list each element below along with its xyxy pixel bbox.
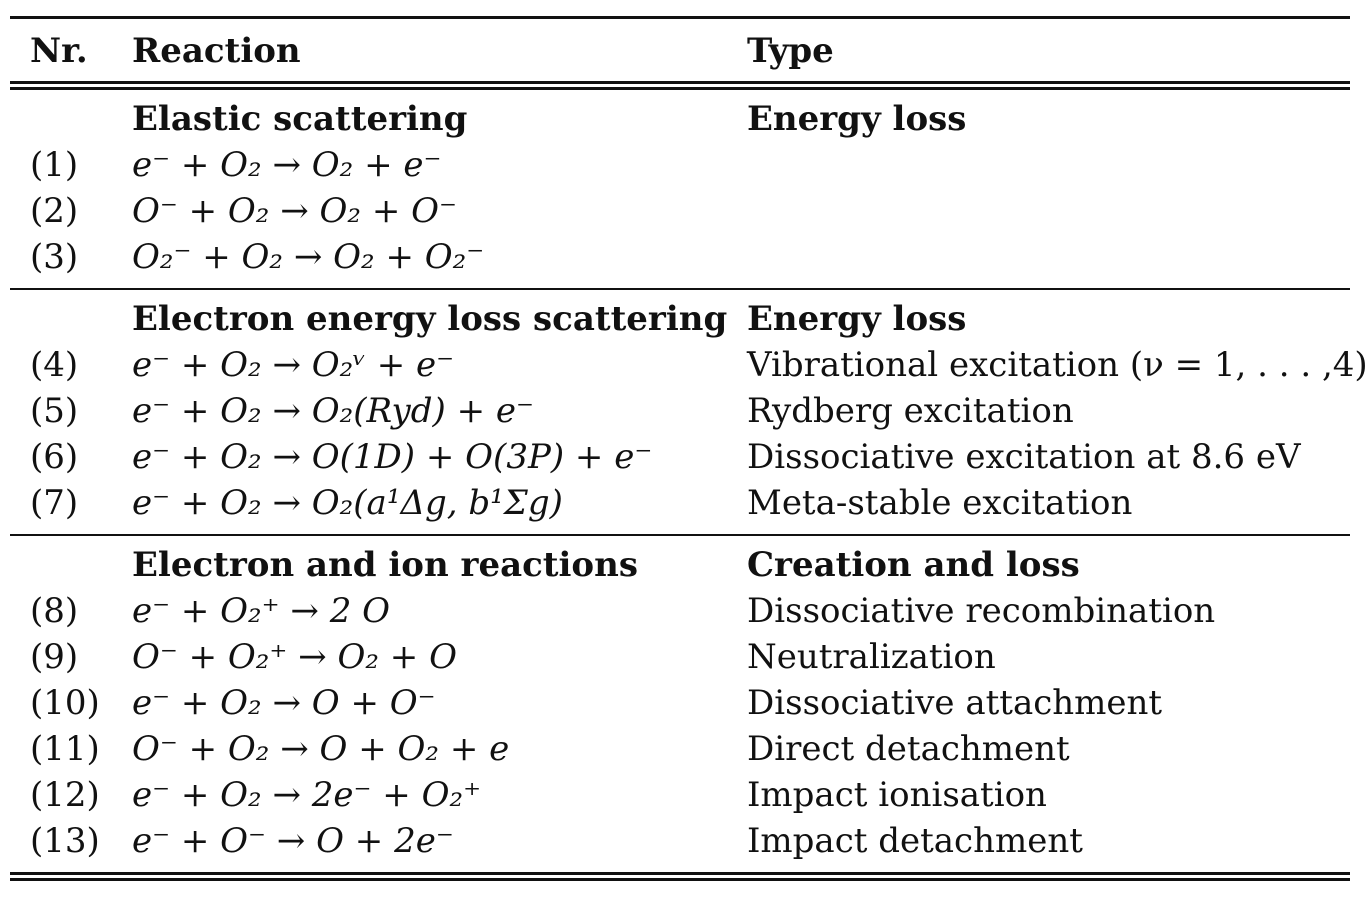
reaction-number: (2) (30, 191, 79, 231)
header-type: Type (747, 31, 834, 71)
table-row: (2) O⁻ + O₂ → O₂ + O⁻ (10, 188, 1350, 234)
reaction-type: Dissociative attachment (747, 683, 1163, 723)
table-row: (13) e⁻ + O⁻ → O + 2e⁻ Impact detachment (10, 818, 1350, 864)
reaction-equation: e⁻ + O₂ → O₂(Ryd) + e⁻ (132, 391, 534, 431)
section-title: Electron energy loss scattering (132, 299, 728, 339)
section-title: Elastic scattering (132, 99, 468, 139)
reaction-equation: e⁻ + O₂⁺ → 2 O (132, 591, 391, 631)
reaction-type: Impact ionisation (747, 775, 1047, 815)
reaction-equation: e⁻ + O₂ → O + O⁻ (132, 683, 436, 723)
reaction-type: Neutralization (747, 637, 996, 677)
table-row: (1) e⁻ + O₂ → O₂ + e⁻ (10, 142, 1350, 188)
reaction-number: (4) (30, 345, 79, 385)
reaction-number: (11) (30, 729, 100, 769)
table-row: (7) e⁻ + O₂ → O₂(a¹Δg, b¹Σg) Meta-stable… (10, 480, 1350, 526)
header-nr: Nr. (30, 31, 88, 71)
reaction-type: Direct detachment (747, 729, 1070, 769)
reaction-number: (9) (30, 637, 79, 677)
reaction-number: (13) (30, 821, 100, 861)
table-row: (3) O₂⁻ + O₂ → O₂ + O₂⁻ (10, 234, 1350, 280)
table-row: (6) e⁻ + O₂ → O(1D) + O(3P) + e⁻ Dissoci… (10, 434, 1350, 480)
reaction-equation: e⁻ + O₂ → O(1D) + O(3P) + e⁻ (132, 437, 653, 477)
header-row: Nr. Reaction Type (10, 19, 1350, 81)
reaction-equation: e⁻ + O₂ → O₂(a¹Δg, b¹Σg) (132, 483, 563, 523)
table-row: (5) e⁻ + O₂ → O₂(Ryd) + e⁻ Rydberg excit… (10, 388, 1350, 434)
reaction-equation: O⁻ + O₂ → O + O₂ + e (132, 729, 510, 769)
reaction-equation: e⁻ + O₂ → O₂ + e⁻ (132, 145, 442, 185)
section-type-title: Energy loss (747, 299, 967, 339)
section-title-row: Elastic scattering Energy loss (10, 96, 1350, 142)
reaction-number: (5) (30, 391, 79, 431)
table-row: (9) O⁻ + O₂⁺ → O₂ + O Neutralization (10, 634, 1350, 680)
reaction-equation: e⁻ + O₂ → 2e⁻ + O₂⁺ (132, 775, 482, 815)
reaction-number: (7) (30, 483, 79, 523)
table-row: (8) e⁻ + O₂⁺ → 2 O Dissociative recombin… (10, 588, 1350, 634)
table-row: (11) O⁻ + O₂ → O + O₂ + e Direct detachm… (10, 726, 1350, 772)
reaction-type: Vibrational excitation (ν = 1, . . . ,4) (747, 345, 1367, 385)
section-rule (10, 534, 1350, 536)
reaction-type: Meta-stable excitation (747, 483, 1133, 523)
top-rule (10, 16, 1350, 19)
table-row: (10) e⁻ + O₂ → O + O⁻ Dissociative attac… (10, 680, 1350, 726)
reaction-number: (8) (30, 591, 79, 631)
bottom-double-rule (10, 872, 1350, 881)
reaction-number: (1) (30, 145, 79, 185)
reaction-equation: O⁻ + O₂ → O₂ + O⁻ (132, 191, 457, 231)
reaction-equation: O⁻ + O₂⁺ → O₂ + O (132, 637, 457, 677)
table-row: (12) e⁻ + O₂ → 2e⁻ + O₂⁺ Impact ionisati… (10, 772, 1350, 818)
section-title-row: Electron energy loss scattering Energy l… (10, 296, 1350, 342)
reaction-number: (10) (30, 683, 100, 723)
section-rule (10, 288, 1350, 290)
reaction-type: Rydberg excitation (747, 391, 1074, 431)
reaction-type: Impact detachment (747, 821, 1083, 861)
header-double-rule (10, 81, 1350, 90)
reactions-table: Nr. Reaction Type Elastic scattering Ene… (10, 16, 1367, 881)
header-reaction: Reaction (132, 31, 301, 71)
reaction-equation: e⁻ + O₂ → O₂ᵛ + e⁻ (132, 345, 455, 385)
section-type-title: Creation and loss (747, 545, 1080, 585)
reaction-number: (12) (30, 775, 100, 815)
section-type-title: Energy loss (747, 99, 967, 139)
section-title: Electron and ion reactions (132, 545, 638, 585)
reaction-type: Dissociative recombination (747, 591, 1216, 631)
reaction-equation: e⁻ + O⁻ → O + 2e⁻ (132, 821, 454, 861)
section-title-row: Electron and ion reactions Creation and … (10, 542, 1350, 588)
table-row: (4) e⁻ + O₂ → O₂ᵛ + e⁻ Vibrational excit… (10, 342, 1367, 388)
reaction-number: (3) (30, 237, 79, 277)
reaction-number: (6) (30, 437, 79, 477)
reaction-type: Dissociative excitation at 8.6 eV (747, 437, 1301, 477)
reaction-equation: O₂⁻ + O₂ → O₂ + O₂⁻ (132, 237, 485, 277)
